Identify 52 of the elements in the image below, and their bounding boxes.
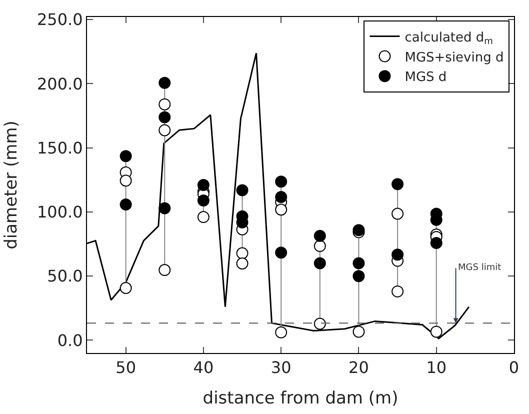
legend-label: MGS d — [404, 70, 447, 86]
y-tick-label: 0.0 — [57, 330, 83, 350]
annotation: MGS limit — [458, 263, 502, 273]
x-axis-title: distance from dam (m) — [202, 388, 398, 409]
x-tick-label: 0 — [508, 358, 520, 378]
point — [197, 211, 210, 224]
point — [197, 179, 210, 191]
point — [352, 270, 365, 282]
y-tick-label: 50.0 — [47, 266, 83, 286]
point — [352, 257, 365, 270]
point — [314, 257, 326, 270]
point — [120, 174, 132, 187]
point — [158, 98, 171, 110]
point — [392, 208, 404, 220]
point — [314, 240, 326, 252]
point — [275, 326, 288, 338]
point — [314, 230, 326, 242]
x-tick-label: 10 — [426, 358, 447, 378]
x-tick-label: 20 — [348, 358, 369, 378]
point — [430, 236, 442, 249]
x-tick-label: 50 — [116, 358, 136, 378]
y-axis-title: diameter (mm) — [2, 120, 22, 250]
x-tick-label: 40 — [193, 358, 214, 378]
point — [158, 111, 171, 124]
point — [430, 326, 442, 338]
point — [120, 150, 132, 162]
point — [275, 191, 288, 204]
point — [236, 257, 248, 270]
legend-label: MGS+sieving d — [404, 50, 504, 66]
point — [158, 76, 171, 89]
point — [392, 285, 404, 298]
point — [236, 247, 248, 260]
point — [158, 124, 171, 136]
point — [275, 246, 288, 259]
point — [392, 178, 404, 190]
point — [392, 248, 404, 261]
y-tick-label: 200.0 — [36, 74, 83, 94]
legend-label: calculated d$_{m}$ — [404, 30, 494, 48]
y-tick-label: 100.0 — [36, 202, 83, 222]
point — [314, 318, 326, 330]
point — [236, 184, 248, 196]
point — [120, 198, 132, 210]
point — [275, 204, 288, 216]
point — [158, 264, 171, 276]
point — [120, 282, 132, 294]
y-tick-label: 250.0 — [36, 10, 83, 30]
point — [197, 194, 210, 207]
point — [275, 176, 288, 188]
point — [352, 326, 365, 338]
x-tick-label: 30 — [270, 358, 292, 378]
point — [158, 202, 171, 214]
y-tick-label: 150.0 — [36, 138, 83, 158]
